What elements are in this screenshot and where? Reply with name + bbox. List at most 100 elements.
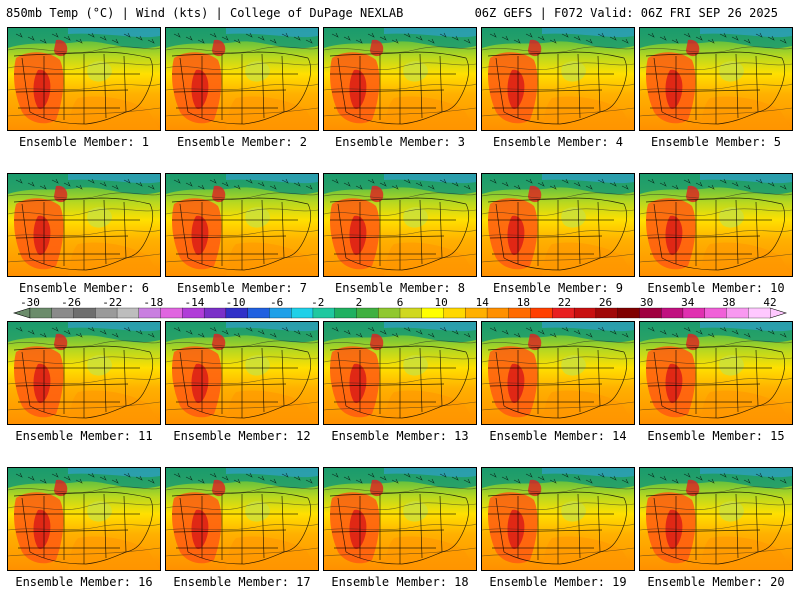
ensemble-member-label: Ensemble Member: 12 [173,429,311,443]
temperature-map [166,322,318,424]
ensemble-member-label: Ensemble Member: 17 [173,575,311,589]
colorbar-swatch [595,307,619,319]
temperature-map [640,468,792,570]
ensemble-member-label: Ensemble Member: 2 [176,135,308,149]
temperature-map [166,28,318,130]
temperature-map [8,468,160,570]
ensemble-map-panel [481,467,635,571]
colorbar-swatch [486,307,510,319]
temperature-map [482,468,634,570]
temperature-map [482,28,634,130]
temperature-map [640,174,792,276]
ensemble-map-panel [323,173,477,277]
colorbar-tick-label: -26 [61,297,81,309]
colorbar-swatch [639,307,662,319]
ensemble-map-panel [639,27,793,131]
colorbar-swatch [748,307,771,319]
ensemble-member-label: Ensemble Member: 3 [334,135,466,149]
ensemble-member-label: Ensemble Member: 15 [647,429,785,443]
ensemble-member-label: Ensemble Member: 20 [647,575,785,589]
ensemble-map-panel [7,467,161,571]
temperature-map [8,174,160,276]
colorbar-swatch [530,307,553,319]
temperature-map [640,28,792,130]
ensemble-member-label: Ensemble Member: 10 [647,281,785,295]
colorbar-swatch [203,307,227,319]
colorbar-tick-label: 26 [599,297,612,309]
ensemble-member-label: Ensemble Member: 5 [650,135,782,149]
colorbar-tick-label: -6 [270,297,283,309]
ensemble-map-panel [7,173,161,277]
colorbar-swatch [95,307,118,319]
colorbar-swatch [334,307,357,319]
ensemble-map-panel [639,467,793,571]
temperature-map [8,322,160,424]
colorbar-swatch [443,307,466,319]
colorbar-swatch [312,307,336,319]
colorbar-swatch [682,307,706,319]
temperature-map [324,28,476,130]
colorbar-swatch [247,307,270,319]
ensemble-map-panel [323,467,477,571]
ensemble-member-label: Ensemble Member: 9 [492,281,624,295]
colorbar-swatch [182,307,205,319]
colorbar-tick-label: 10 [434,297,447,309]
ensemble-member-label: Ensemble Member: 7 [176,281,308,295]
colorbar-swatch [51,307,74,319]
ensemble-member-label: Ensemble Member: 11 [15,429,153,443]
colorbar-swatch [73,307,96,319]
ensemble-member-label: Ensemble Member: 16 [15,575,153,589]
temperature-map [482,322,634,424]
ensemble-map-panel [7,27,161,131]
temperature-map [166,174,318,276]
colorbar-right-arrow [769,307,788,319]
temperature-map [324,322,476,424]
ensemble-member-label: Ensemble Member: 4 [492,135,624,149]
ensemble-map-panel [639,173,793,277]
colorbar-swatch [465,307,488,319]
ensemble-member-label: Ensemble Member: 18 [331,575,469,589]
colorbar-tick-label: 34 [681,297,695,309]
colorbar-graphic: -30 -26 -22 -18 -14 -10 -6 -2 2 6 10 14 18 22 26 30 34 38… [12,297,788,319]
colorbar-tick-label: -14 [185,297,205,309]
colorbar-tick-label: -18 [143,297,163,309]
colorbar-swatch [726,307,749,319]
colorbar-swatch [421,307,444,319]
colorbar-tick-label: 2 [356,297,363,309]
colorbar-tick-label: 14 [476,297,490,309]
ensemble-member-label: Ensemble Member: 13 [331,429,469,443]
colorbar-swatch [661,307,684,319]
temperature-map [482,174,634,276]
header-right-title: 06Z GEFS | F072 Valid: 06Z FRI SEP 26 20… [474,6,778,20]
colorbar-swatch [508,307,532,319]
colorbar-swatch [378,307,401,319]
colorbar-tick-label: 18 [517,297,530,309]
temperature-map [166,468,318,570]
colorbar-swatch [552,307,575,319]
colorbar-tick-label: 30 [640,297,653,309]
ensemble-map-panel [323,27,477,131]
colorbar-tick-label: -10 [226,297,246,309]
colorbar-swatch [356,307,379,319]
colorbar-swatch [160,307,183,319]
temperature-map [8,28,160,130]
colorbar-swatch [573,307,597,319]
ensemble-map-panel [481,321,635,425]
temperature-map [324,468,476,570]
ensemble-map-panel [481,173,635,277]
ensemble-map-panel [7,321,161,425]
colorbar-swatch [225,307,249,319]
colorbar-swatch [29,307,53,319]
colorbar-swatch [138,307,162,319]
ensemble-map-panel [323,321,477,425]
colorbar-swatch [399,307,423,319]
ensemble-member-label: Ensemble Member: 1 [18,135,150,149]
colorbar-swatch [704,307,727,319]
colorbar-tick-label: 38 [722,297,735,309]
header-left-title: 850mb Temp (°C) | Wind (kts) | College o… [6,6,404,20]
colorbar-left-arrow [12,307,31,319]
colorbar-swatch [116,307,140,319]
ensemble-member-label: Ensemble Member: 19 [489,575,627,589]
colorbar-tick-label: -2 [311,297,324,309]
ensemble-member-label: Ensemble Member: 14 [489,429,627,443]
